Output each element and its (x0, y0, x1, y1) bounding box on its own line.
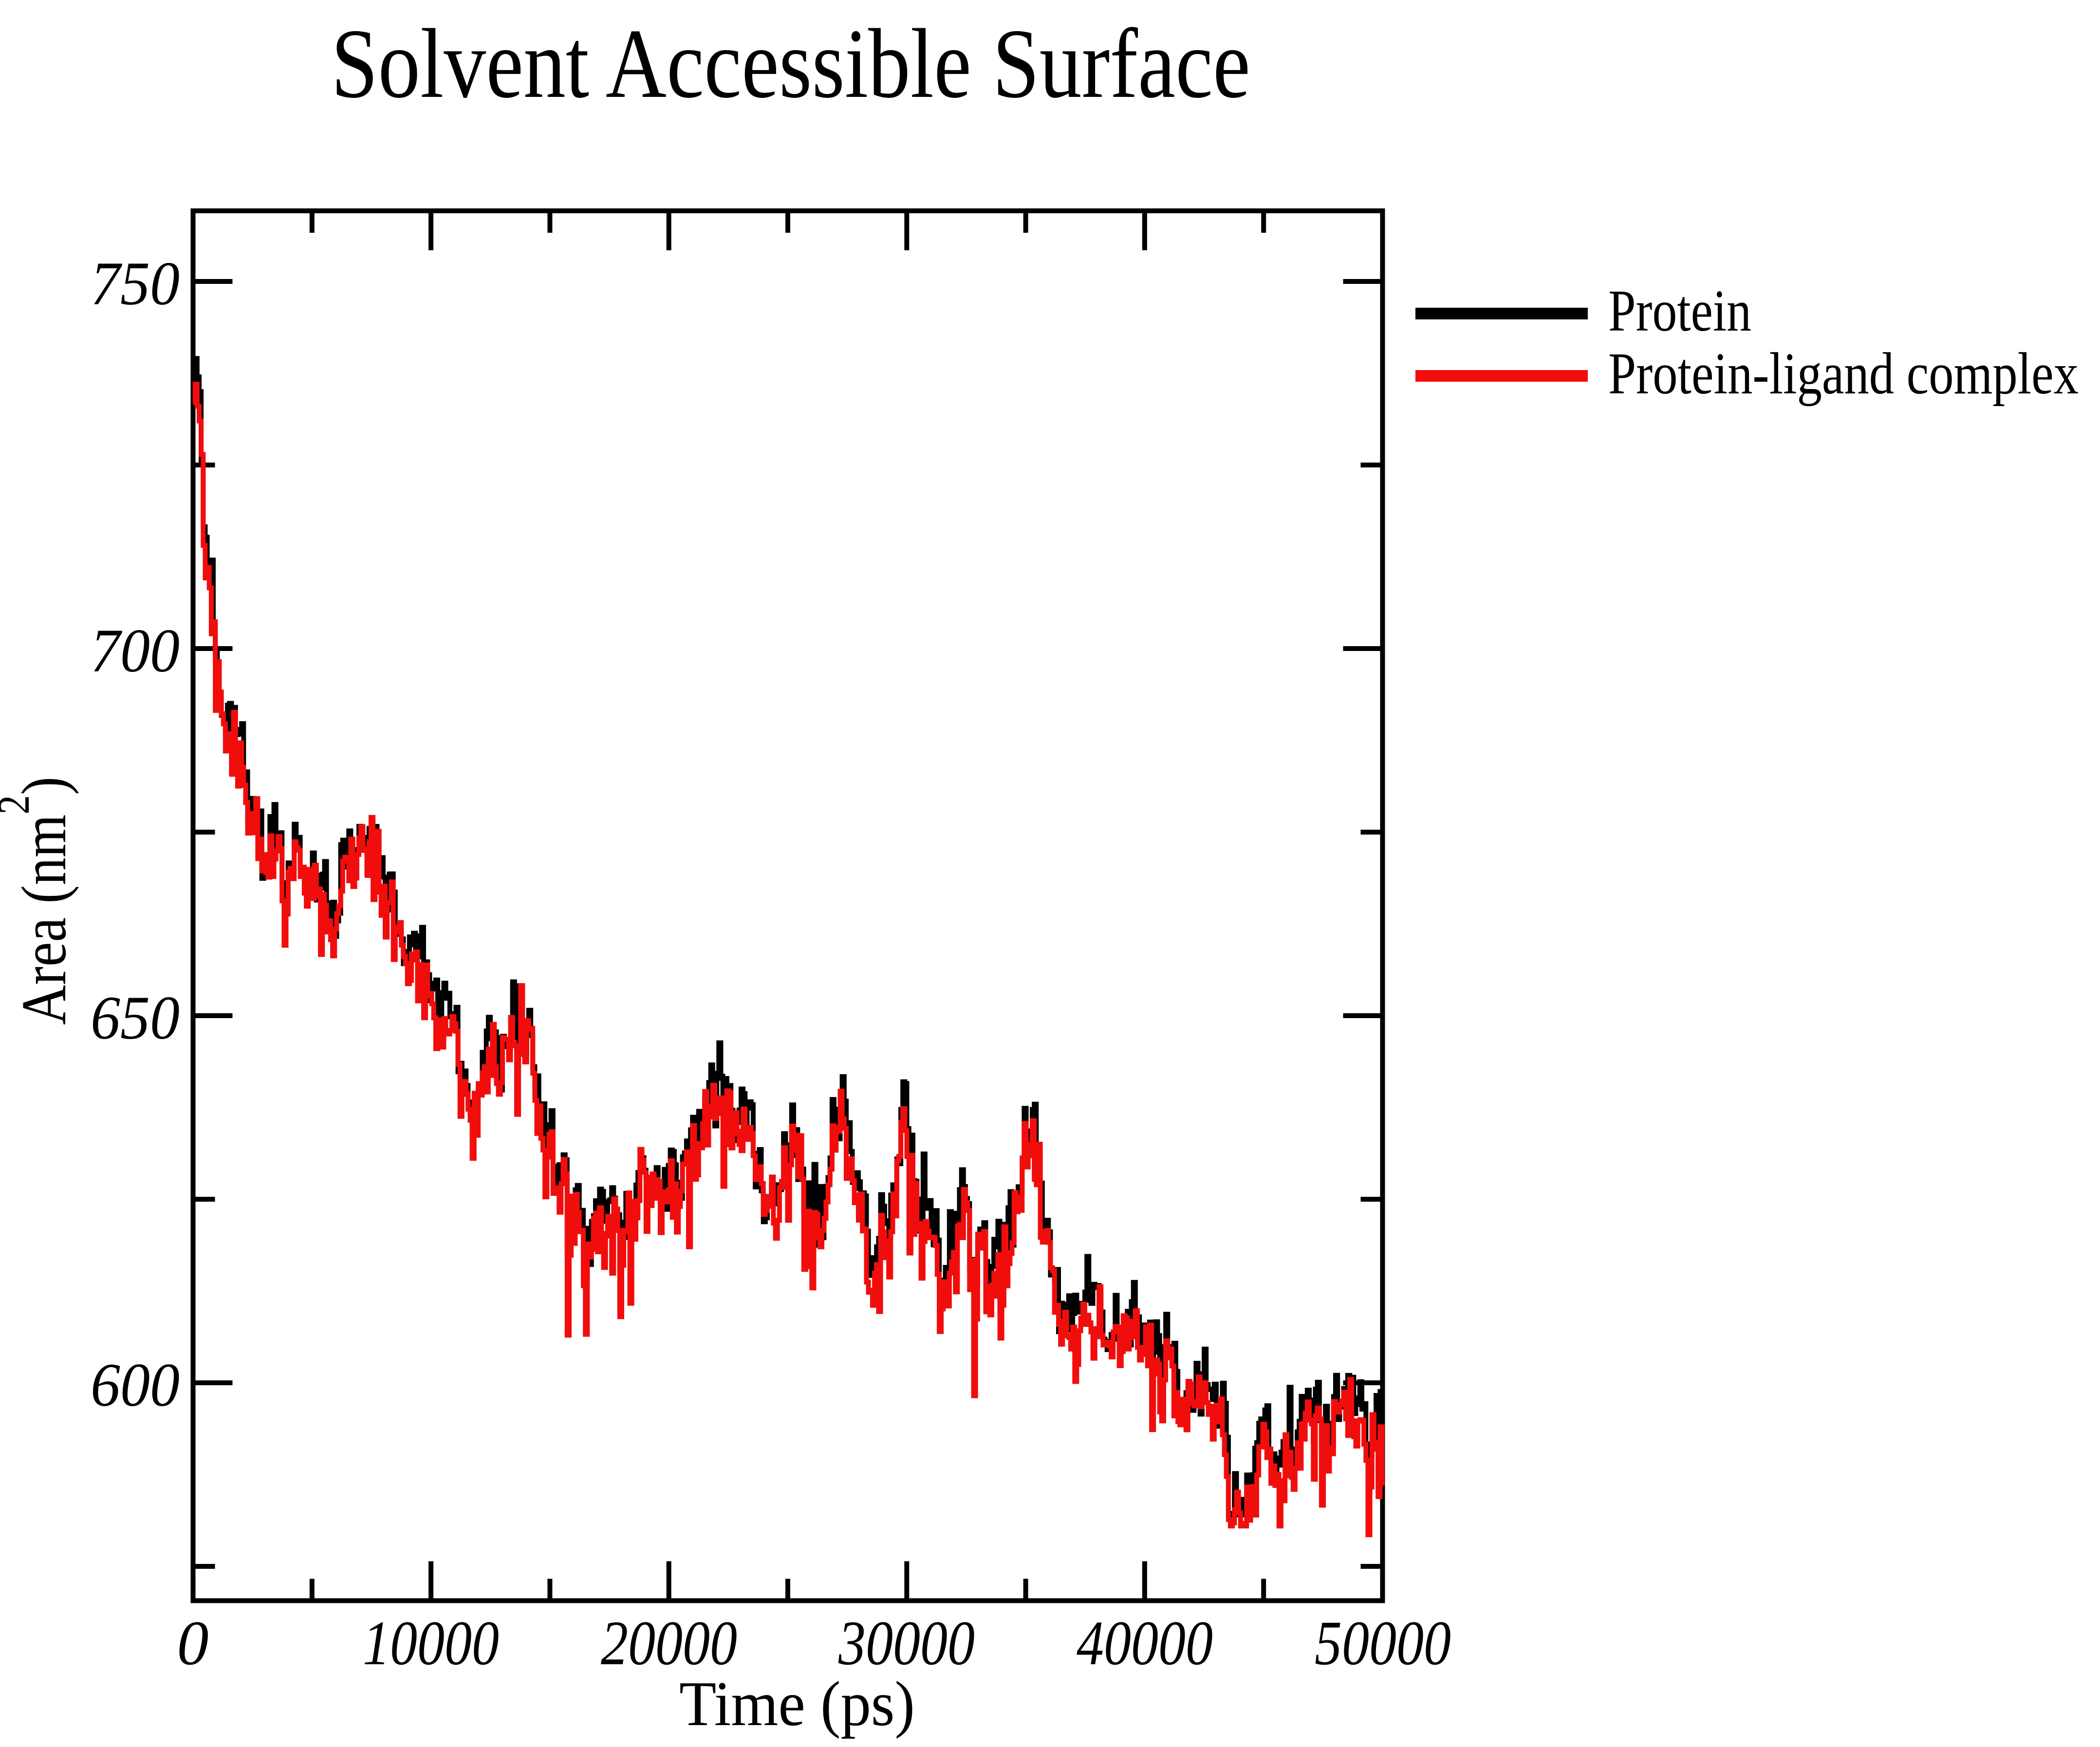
svg-text:Area (nm2): Area (nm2) (0, 777, 79, 1025)
svg-text:Protein-ligand complex: Protein-ligand complex (1608, 341, 2079, 407)
svg-text:50000: 50000 (1315, 1608, 1451, 1678)
svg-text:20000: 20000 (601, 1608, 737, 1678)
svg-text:600: 600 (91, 1351, 180, 1419)
svg-text:Solvent Accessible Surface: Solvent Accessible Surface (331, 9, 1250, 119)
svg-text:700: 700 (91, 617, 180, 685)
svg-text:Protein: Protein (1608, 278, 1751, 344)
svg-text:750: 750 (91, 250, 180, 318)
svg-text:30000: 30000 (838, 1608, 975, 1678)
svg-text:650: 650 (91, 984, 180, 1052)
svg-text:10000: 10000 (363, 1608, 499, 1678)
svg-text:40000: 40000 (1077, 1608, 1213, 1678)
svg-text:0: 0 (177, 1608, 209, 1678)
svg-text:Time (ps): Time (ps) (679, 1669, 915, 1739)
